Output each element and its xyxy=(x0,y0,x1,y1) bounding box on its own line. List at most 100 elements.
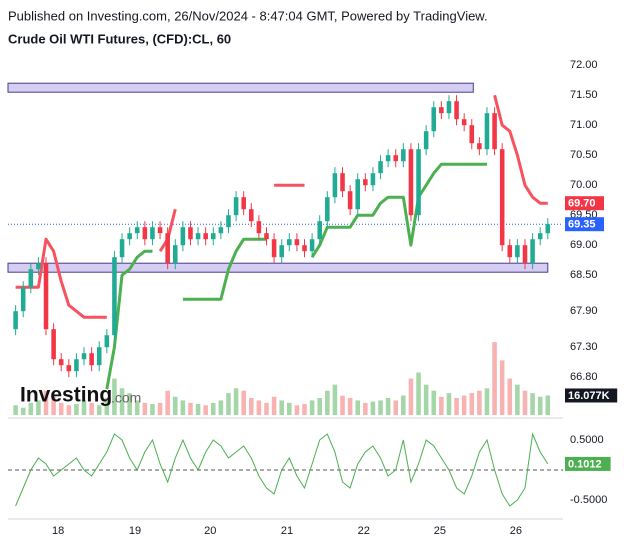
candle-body xyxy=(294,239,300,246)
candle-body xyxy=(317,221,322,240)
x-tick-label: 22 xyxy=(358,525,370,537)
candle-body xyxy=(332,173,338,198)
candle-body xyxy=(370,173,376,186)
candle-body xyxy=(484,113,490,150)
volume-bar xyxy=(454,398,459,415)
candle-body xyxy=(408,149,414,216)
candle-body xyxy=(454,101,459,120)
candle-body xyxy=(256,221,262,234)
volume-bar xyxy=(74,404,79,415)
candle-body xyxy=(271,239,277,258)
volume-bar xyxy=(446,393,452,415)
candle-body xyxy=(378,161,383,174)
volume-bar xyxy=(355,400,361,415)
candle-body xyxy=(51,329,56,360)
x-tick-label: 19 xyxy=(129,525,141,537)
candle-body xyxy=(461,119,467,126)
candle-body xyxy=(112,257,117,336)
candle-body xyxy=(233,197,239,216)
candle-body xyxy=(309,239,315,252)
y-tick-label: 69.00 xyxy=(570,239,598,251)
volume-bar xyxy=(20,407,26,415)
candle-body xyxy=(226,215,231,228)
y-tick-label: 66.80 xyxy=(570,371,598,383)
volume-bar xyxy=(127,393,132,415)
volume-bar xyxy=(96,405,102,415)
candle-body xyxy=(499,149,505,246)
candle-body xyxy=(210,233,216,240)
volume-bar xyxy=(340,395,345,415)
volume-bar xyxy=(408,378,414,415)
candle-body xyxy=(195,233,201,240)
volume-bar xyxy=(522,390,528,415)
candle-body xyxy=(134,227,140,234)
candle-body xyxy=(416,149,421,216)
candle-body xyxy=(89,353,94,366)
volume-bar xyxy=(142,402,148,415)
axis-badge-label: 69.35 xyxy=(568,219,596,231)
volume-bar xyxy=(309,400,315,415)
volume-bar xyxy=(43,390,49,415)
candle-body xyxy=(507,245,513,258)
volume-bar xyxy=(89,402,94,415)
candle-body xyxy=(172,245,178,264)
volume-bar xyxy=(401,395,406,415)
x-tick-label: 20 xyxy=(204,525,216,537)
volume-bar xyxy=(256,400,262,415)
volume-bar xyxy=(81,400,87,415)
volume-bar xyxy=(226,393,231,415)
y-tick-label: 68.50 xyxy=(570,269,598,281)
candle-body xyxy=(36,263,41,270)
volume-bar xyxy=(431,390,437,415)
volume-bar xyxy=(249,398,254,415)
candle-body xyxy=(302,245,307,252)
candle-body xyxy=(545,224,551,234)
volume-bar xyxy=(439,396,444,415)
candle-body xyxy=(401,149,406,162)
logo-main: Investing xyxy=(20,384,112,407)
volume-bar xyxy=(279,400,284,415)
candle-body xyxy=(340,173,345,192)
volume-bar xyxy=(241,390,246,415)
volume-bar xyxy=(271,396,277,415)
candle-body xyxy=(58,359,64,366)
volume-bar xyxy=(537,396,543,415)
candle-body xyxy=(66,365,72,372)
volume-bar xyxy=(104,398,110,415)
volume-bar xyxy=(317,398,322,415)
volume-bar xyxy=(325,390,330,415)
candle-body xyxy=(492,113,497,150)
candle-body xyxy=(347,191,353,210)
axis-badge xyxy=(565,456,611,471)
price-zone xyxy=(7,262,549,273)
candle-body xyxy=(530,239,535,264)
volume-bar xyxy=(363,402,368,415)
candle-body xyxy=(119,239,125,258)
volume-bar xyxy=(112,378,117,415)
volume-bar xyxy=(218,400,224,415)
volume-bar xyxy=(302,404,307,415)
volume-bar xyxy=(477,390,482,415)
candle-body xyxy=(515,245,520,258)
volume-bar xyxy=(264,402,269,415)
volume-bar xyxy=(134,400,140,415)
volume-bar xyxy=(165,390,170,415)
candle-body xyxy=(287,239,292,246)
x-tick-label: 26 xyxy=(510,525,522,537)
candle-body xyxy=(325,197,330,222)
candle-body xyxy=(43,263,49,330)
volume-bar xyxy=(416,372,421,415)
x-tick-label: 21 xyxy=(281,525,293,537)
volume-bar xyxy=(385,398,391,415)
volume-bar xyxy=(530,393,535,415)
candle-body xyxy=(142,227,148,240)
volume-bar xyxy=(545,395,551,415)
candle-body xyxy=(81,353,87,360)
candle-body xyxy=(249,209,254,222)
candle-body xyxy=(446,101,452,114)
candle-body xyxy=(180,227,186,246)
candle-body xyxy=(241,197,246,210)
volume-bar xyxy=(51,396,56,415)
candle-body xyxy=(203,233,208,240)
x-tick-label: 25 xyxy=(434,525,446,537)
